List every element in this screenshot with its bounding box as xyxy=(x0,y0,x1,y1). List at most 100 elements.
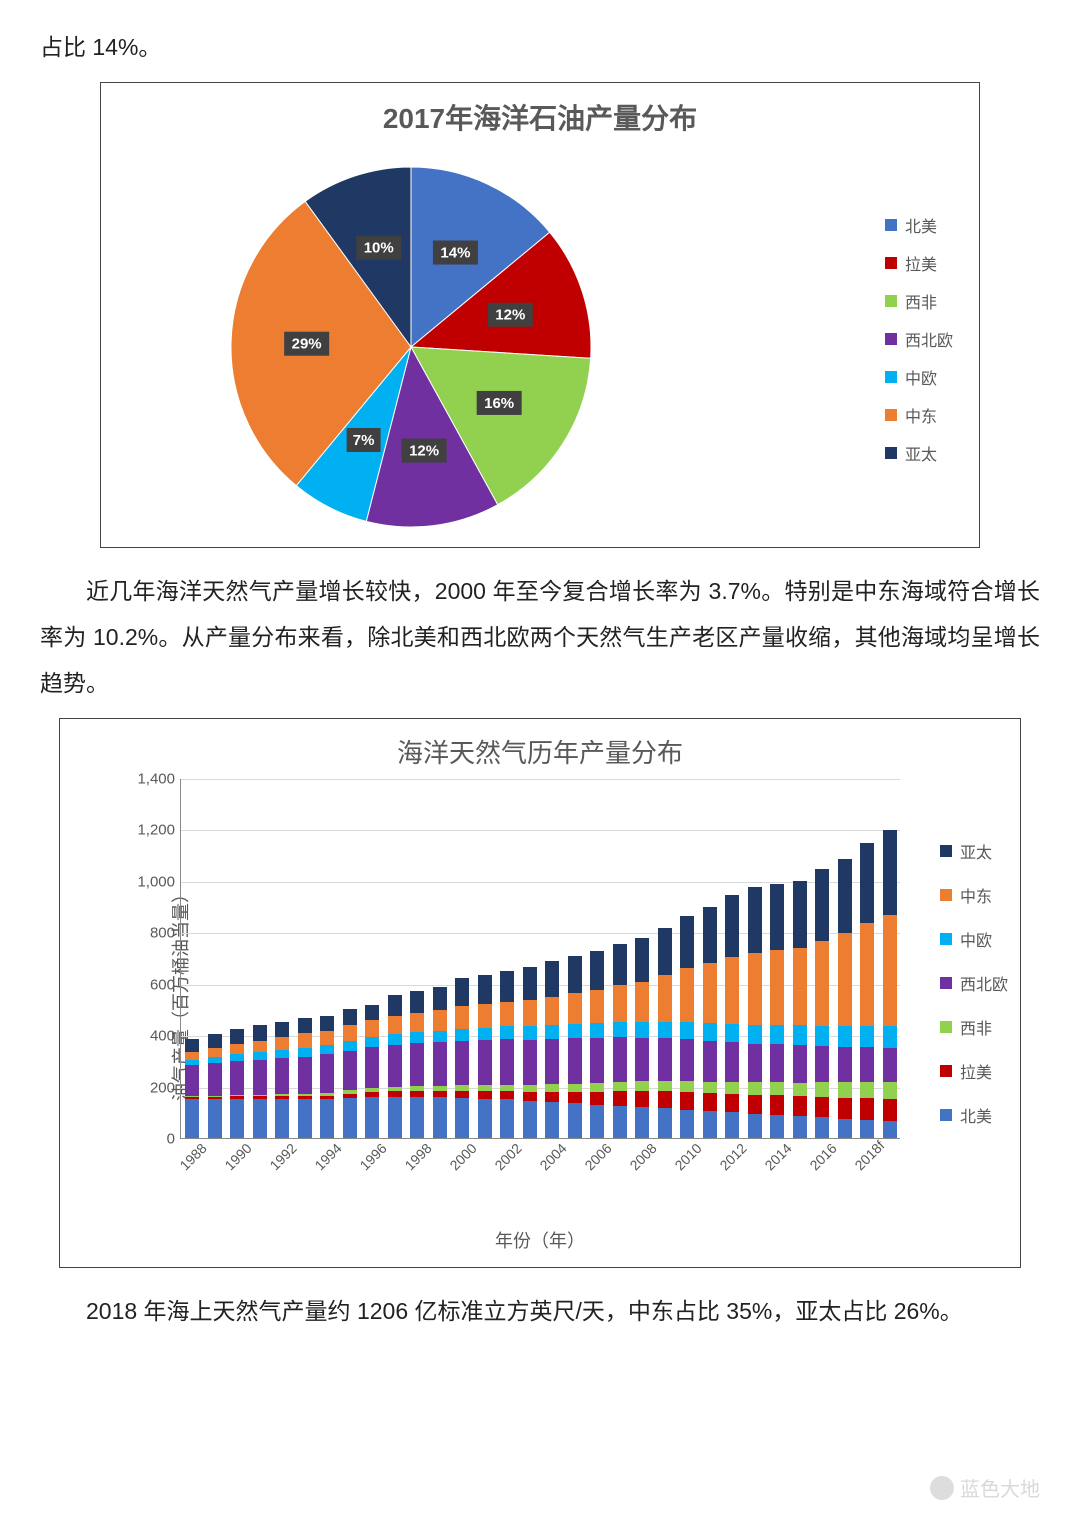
x-tick-label: 2008 xyxy=(627,1140,660,1173)
legend-swatch xyxy=(885,257,897,269)
legend-label: 亚太 xyxy=(960,839,992,863)
bar-segment xyxy=(298,1048,312,1057)
y-tick-label: 800 xyxy=(150,925,181,942)
bar-segment xyxy=(680,916,694,967)
bar-segment xyxy=(320,1054,334,1093)
legend-swatch xyxy=(940,845,952,857)
x-tick-label: 2004 xyxy=(537,1140,570,1173)
bar-segment xyxy=(815,869,829,941)
legend-swatch xyxy=(885,447,897,459)
bar-segment xyxy=(545,1039,559,1084)
legend-item: 北美 xyxy=(885,213,953,237)
x-tick-label: 2002 xyxy=(492,1140,525,1173)
legend-label: 西北欧 xyxy=(960,971,1008,995)
bar-segment xyxy=(568,1092,582,1104)
x-tick-label: 2010 xyxy=(672,1140,705,1173)
bar-segment xyxy=(703,1111,717,1138)
bar-segment xyxy=(680,1022,694,1039)
bar-segment xyxy=(343,1009,357,1026)
legend-label: 拉美 xyxy=(960,1059,992,1083)
bar-segment xyxy=(838,859,852,934)
bar-segment xyxy=(883,1048,897,1082)
bar-segment xyxy=(613,1082,627,1091)
bar-segment xyxy=(658,1038,672,1081)
bar-segment xyxy=(208,1099,222,1138)
legend-label: 北美 xyxy=(905,213,937,237)
legend-swatch xyxy=(940,1109,952,1121)
bar-column xyxy=(388,995,402,1138)
bar-segment xyxy=(748,953,762,1025)
bar-segment xyxy=(545,1025,559,1039)
bar-segment xyxy=(410,991,424,1013)
bar-segment xyxy=(433,1042,447,1086)
bar-segment xyxy=(860,1120,874,1138)
bar-column xyxy=(725,895,739,1138)
bar-segment xyxy=(793,1083,807,1096)
bar-segment xyxy=(455,1041,469,1085)
pie-label-text: 14% xyxy=(440,245,470,262)
legend-swatch xyxy=(885,371,897,383)
bar-segment xyxy=(410,1043,424,1086)
bar-segment xyxy=(230,1061,244,1094)
bar-segment xyxy=(275,1099,289,1138)
bar-segment xyxy=(793,881,807,948)
legend-item: 亚太 xyxy=(885,441,953,465)
bar-segment xyxy=(883,1121,897,1138)
bar-segment xyxy=(568,956,582,993)
bar-segment xyxy=(343,1025,357,1040)
bar-segment xyxy=(523,967,537,1000)
y-tick-label: 1,000 xyxy=(137,873,181,890)
bar-segment xyxy=(748,1025,762,1044)
legend-item: 亚太 xyxy=(940,839,1008,863)
bar-segment xyxy=(883,915,897,1026)
bar-column xyxy=(410,991,424,1138)
bar-column xyxy=(590,951,604,1138)
bar-column xyxy=(523,967,537,1138)
x-tick-label: 2018f xyxy=(852,1137,888,1173)
bar-segment xyxy=(208,1034,222,1048)
bar-segment xyxy=(185,1052,199,1060)
bar-segment xyxy=(860,1047,874,1082)
bar-segment xyxy=(658,928,672,976)
bar-column xyxy=(748,887,762,1138)
legend-item: 北美 xyxy=(940,1103,1008,1127)
bar-column xyxy=(838,859,852,1138)
bar-segment xyxy=(590,1105,604,1138)
bar-segment xyxy=(410,1013,424,1032)
bar-column xyxy=(343,1009,357,1138)
bar-segment xyxy=(478,1004,492,1028)
bar-segment xyxy=(770,1115,784,1138)
bar-segment xyxy=(433,1031,447,1042)
bar-segment xyxy=(298,1057,312,1094)
bar-segment xyxy=(883,1099,897,1121)
bar-segment xyxy=(770,1095,784,1115)
bar-segment xyxy=(590,951,604,990)
legend-item: 中欧 xyxy=(940,927,1008,951)
bar-column xyxy=(320,1016,334,1138)
x-tick-label: 2006 xyxy=(582,1140,615,1173)
bar-segment xyxy=(433,1091,447,1098)
bar-segment xyxy=(680,968,694,1022)
text-top: 占比 14%。 xyxy=(40,24,1040,70)
bar-segment xyxy=(838,1119,852,1138)
legend-swatch xyxy=(940,1021,952,1033)
bar-segment xyxy=(230,1054,244,1061)
bar-segment xyxy=(500,1099,514,1138)
x-tick-label: 1988 xyxy=(177,1140,210,1173)
bar-column xyxy=(635,938,649,1138)
bar-segment xyxy=(433,1097,447,1138)
x-tick-label: 1996 xyxy=(357,1140,390,1173)
bar-segment xyxy=(500,971,514,1002)
bar-column xyxy=(860,843,874,1138)
bar-segment xyxy=(590,1083,604,1092)
legend-swatch xyxy=(940,889,952,901)
pie-label-text: 29% xyxy=(292,336,322,353)
legend-item: 西非 xyxy=(885,289,953,313)
wechat-icon xyxy=(930,1476,954,1500)
bar-segment xyxy=(815,1117,829,1138)
bar-segment xyxy=(635,938,649,982)
legend-item: 中欧 xyxy=(885,365,953,389)
bar-segment xyxy=(613,985,627,1022)
bar-segment xyxy=(500,1002,514,1027)
bar-segment xyxy=(658,1091,672,1108)
